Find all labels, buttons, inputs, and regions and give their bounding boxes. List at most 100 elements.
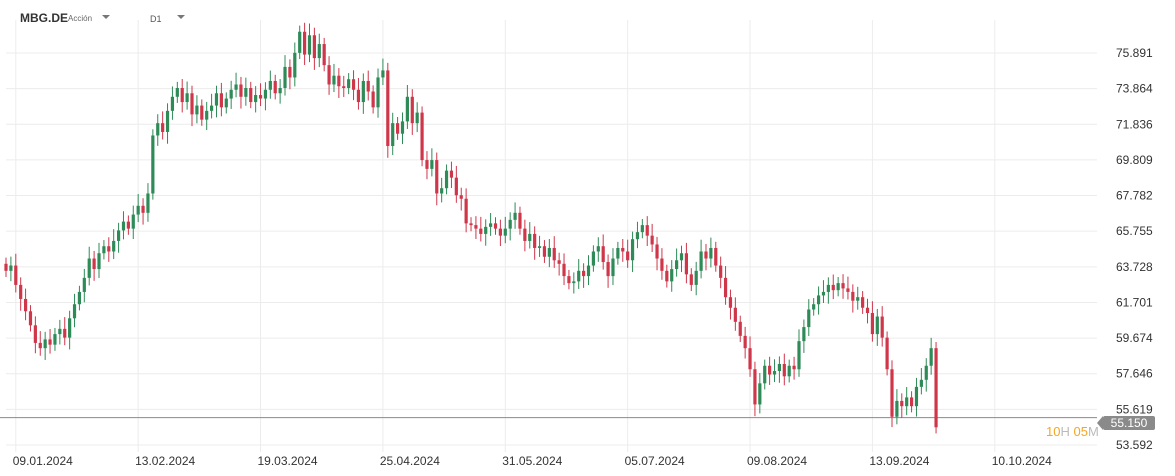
candle-body	[719, 265, 723, 278]
candle	[802, 319, 806, 353]
candle-body	[361, 80, 365, 103]
candle-body	[234, 84, 238, 90]
candle-body	[112, 240, 116, 252]
y-tick-label: 55.619	[1116, 402, 1153, 416]
candle-body	[777, 363, 782, 372]
candle-body	[33, 325, 37, 343]
candle-body	[626, 251, 630, 261]
candle	[209, 93, 214, 119]
candle	[895, 389, 899, 425]
candle	[856, 286, 860, 310]
candle	[919, 368, 923, 395]
candle	[234, 72, 238, 98]
candle-body	[836, 283, 840, 291]
candle-body	[97, 253, 101, 270]
candle	[356, 77, 361, 110]
candle-body	[709, 247, 713, 259]
candle-body	[684, 253, 689, 275]
symbol-dropdown-chevron-icon[interactable]	[102, 15, 110, 19]
countdown-hours: 10	[1046, 424, 1061, 439]
candle-body	[542, 246, 547, 257]
candle-body	[63, 328, 67, 338]
candle	[880, 306, 884, 347]
candle-body	[229, 89, 233, 99]
candle-body	[209, 105, 214, 111]
candle	[479, 216, 483, 242]
candle	[812, 298, 816, 316]
candle	[586, 255, 591, 286]
candle	[63, 317, 67, 346]
candle	[141, 198, 145, 225]
candle	[865, 298, 870, 324]
candle-body	[733, 307, 737, 322]
timeframe-dropdown-chevron-icon[interactable]	[177, 15, 185, 19]
candle-body	[831, 284, 835, 291]
candle	[934, 342, 938, 434]
candle	[670, 260, 674, 292]
candle-body	[180, 88, 184, 103]
x-tick-label: 31.05.2024	[502, 454, 562, 468]
candle	[283, 55, 287, 96]
candle	[547, 239, 551, 268]
y-tick-label: 57.646	[1116, 367, 1153, 381]
candle-body	[444, 170, 449, 189]
candle-body	[508, 219, 512, 229]
candle-body	[630, 239, 635, 261]
candle-body	[675, 260, 679, 270]
symbol-label[interactable]: MBG.DE	[20, 11, 68, 25]
candle-body	[254, 95, 258, 103]
candle	[782, 353, 786, 386]
candle	[753, 361, 757, 417]
candle	[33, 316, 37, 354]
candle	[156, 114, 160, 146]
candle-body	[263, 89, 268, 99]
timeframe-label[interactable]: D1	[150, 14, 162, 24]
candle	[28, 305, 33, 332]
candle-body	[283, 66, 287, 89]
candle-body	[165, 110, 170, 132]
candle	[557, 252, 561, 276]
candle-countdown: 10H 05M	[1046, 424, 1099, 439]
candle-body	[807, 309, 811, 328]
candle-body	[797, 341, 801, 370]
candle-body	[351, 79, 356, 90]
candle	[185, 81, 189, 110]
candle	[655, 236, 659, 271]
candle-body	[645, 225, 649, 236]
candle	[616, 241, 620, 265]
y-tick-label: 53.592	[1116, 438, 1153, 452]
candle-body	[102, 246, 106, 254]
candle	[861, 291, 865, 314]
candle	[665, 264, 669, 288]
candle-body	[415, 112, 419, 124]
candle-body	[582, 270, 586, 277]
x-axis: 09.01.2024 13.02.2024 19.03.2024 25.04.2024…	[13, 454, 1052, 468]
candle	[626, 239, 630, 268]
candle-body	[596, 246, 600, 252]
candle-body	[503, 228, 507, 236]
candle-body	[214, 93, 219, 106]
candle-body	[342, 86, 346, 89]
candle	[523, 219, 527, 252]
candle	[787, 359, 791, 383]
candle-body	[410, 96, 414, 124]
candle-body	[640, 225, 644, 233]
candle	[151, 129, 155, 200]
candle-body	[689, 274, 693, 285]
candle	[165, 103, 170, 144]
candle-body	[92, 258, 96, 270]
candle-body	[278, 88, 282, 94]
candle	[415, 102, 419, 133]
candle	[444, 164, 449, 195]
candle-body	[601, 246, 605, 263]
candle-body	[870, 313, 875, 335]
candle-body	[195, 105, 199, 115]
candle	[337, 68, 341, 99]
candle-body	[371, 91, 375, 108]
candle-body	[846, 288, 850, 292]
candle-body	[890, 369, 894, 417]
candle-body	[68, 318, 72, 338]
candle	[826, 277, 830, 304]
candle-body	[621, 247, 625, 252]
